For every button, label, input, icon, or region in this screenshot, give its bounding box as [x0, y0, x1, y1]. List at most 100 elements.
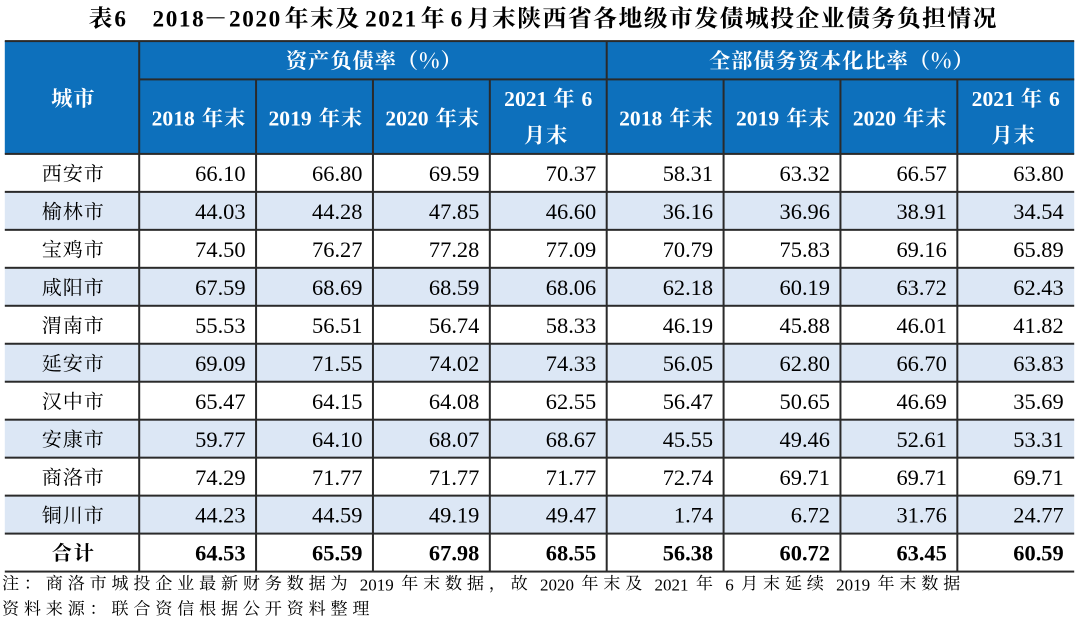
svg-text:2019: 2019	[269, 106, 312, 130]
svg-text:67.59: 67.59	[195, 275, 245, 300]
svg-text:74.33: 74.33	[546, 351, 596, 376]
svg-text:68.67: 68.67	[546, 427, 596, 452]
svg-text:66.80: 66.80	[312, 161, 362, 186]
svg-text:31.76: 31.76	[896, 503, 946, 528]
svg-text:35.69: 35.69	[1013, 389, 1063, 414]
svg-text:60.19: 60.19	[780, 275, 830, 300]
svg-text:69.71: 69.71	[896, 465, 946, 490]
svg-text:58.31: 58.31	[663, 161, 713, 186]
svg-text:2020: 2020	[385, 106, 428, 130]
svg-text:62.55: 62.55	[546, 389, 596, 414]
svg-text:2018: 2018	[153, 7, 206, 33]
svg-text:74.29: 74.29	[195, 465, 245, 490]
svg-text:2020: 2020	[540, 575, 574, 594]
svg-text:63.83: 63.83	[1013, 351, 1063, 376]
svg-text:6: 6	[582, 87, 593, 111]
svg-text:72.74: 72.74	[663, 465, 713, 490]
svg-text:55.53: 55.53	[195, 313, 245, 338]
svg-text:46.01: 46.01	[896, 313, 946, 338]
svg-text:63.45: 63.45	[896, 541, 946, 566]
svg-text:56.47: 56.47	[663, 389, 713, 414]
svg-text:77.09: 77.09	[546, 237, 596, 262]
svg-text:62.80: 62.80	[780, 351, 830, 376]
svg-text:69.71: 69.71	[780, 465, 830, 490]
svg-text:45.55: 45.55	[663, 427, 713, 452]
svg-text:63.32: 63.32	[780, 161, 830, 186]
svg-text:6.72: 6.72	[791, 503, 830, 528]
svg-text:46.60: 46.60	[546, 199, 596, 224]
svg-text:44.28: 44.28	[312, 199, 362, 224]
svg-text:6: 6	[725, 575, 734, 594]
svg-text:49.46: 49.46	[780, 427, 830, 452]
svg-text:2021: 2021	[504, 87, 547, 111]
svg-text:58.33: 58.33	[546, 313, 596, 338]
svg-text:50.65: 50.65	[780, 389, 830, 414]
svg-text:44.59: 44.59	[312, 503, 362, 528]
svg-text:74.02: 74.02	[429, 351, 479, 376]
svg-text:46.19: 46.19	[663, 313, 713, 338]
svg-text:69.09: 69.09	[195, 351, 245, 376]
svg-text:52.61: 52.61	[896, 427, 946, 452]
svg-text:49.19: 49.19	[429, 503, 479, 528]
svg-text:68.69: 68.69	[312, 275, 362, 300]
svg-text:56.05: 56.05	[663, 351, 713, 376]
svg-text:66.57: 66.57	[896, 161, 946, 186]
svg-text:53.31: 53.31	[1013, 427, 1063, 452]
svg-text:63.72: 63.72	[896, 275, 946, 300]
svg-text:69.16: 69.16	[896, 237, 946, 262]
svg-text:75.83: 75.83	[780, 237, 830, 262]
svg-text:65.59: 65.59	[312, 541, 362, 566]
svg-text:2020: 2020	[229, 7, 282, 33]
svg-text:38.91: 38.91	[896, 199, 946, 224]
svg-text:1.74: 1.74	[674, 503, 713, 528]
svg-text:24.77: 24.77	[1013, 503, 1063, 528]
svg-text:68.55: 68.55	[546, 541, 596, 566]
svg-text:41.82: 41.82	[1013, 313, 1063, 338]
svg-text:47.85: 47.85	[429, 199, 479, 224]
svg-text:2018: 2018	[619, 106, 662, 130]
svg-text:69.59: 69.59	[429, 161, 479, 186]
svg-text:76.27: 76.27	[312, 237, 362, 262]
svg-text:2019: 2019	[736, 106, 779, 130]
svg-text:71.77: 71.77	[312, 465, 362, 490]
svg-text:71.55: 71.55	[312, 351, 362, 376]
svg-text:65.89: 65.89	[1013, 237, 1063, 262]
svg-text:70.37: 70.37	[546, 161, 596, 186]
svg-text:63.80: 63.80	[1013, 161, 1063, 186]
svg-text:6: 6	[114, 7, 127, 33]
svg-text:66.10: 66.10	[195, 161, 245, 186]
svg-text:2019: 2019	[836, 575, 870, 594]
svg-text:45.88: 45.88	[780, 313, 830, 338]
svg-text:60.59: 60.59	[1013, 541, 1063, 566]
svg-text:68.07: 68.07	[429, 427, 479, 452]
svg-text:60.72: 60.72	[780, 541, 830, 566]
svg-text:62.18: 62.18	[663, 275, 713, 300]
svg-text:44.23: 44.23	[195, 503, 245, 528]
svg-text:2021: 2021	[655, 575, 689, 594]
svg-text:71.77: 71.77	[429, 465, 479, 490]
svg-text:62.43: 62.43	[1013, 275, 1063, 300]
svg-text:2021: 2021	[365, 7, 418, 33]
svg-text:56.38: 56.38	[663, 541, 713, 566]
svg-text:36.16: 36.16	[663, 199, 713, 224]
svg-text:74.50: 74.50	[195, 237, 245, 262]
svg-text:70.79: 70.79	[663, 237, 713, 262]
svg-text:2020: 2020	[853, 106, 896, 130]
svg-text:56.51: 56.51	[312, 313, 362, 338]
svg-text:65.47: 65.47	[195, 389, 245, 414]
svg-text:64.10: 64.10	[312, 427, 362, 452]
svg-text:59.77: 59.77	[195, 427, 245, 452]
svg-text:2019: 2019	[360, 575, 394, 594]
svg-text:77.28: 77.28	[429, 237, 479, 262]
svg-text:2018: 2018	[152, 106, 195, 130]
svg-text:56.74: 56.74	[429, 313, 479, 338]
svg-text:67.98: 67.98	[429, 541, 479, 566]
svg-text:46.69: 46.69	[896, 389, 946, 414]
svg-text:64.08: 64.08	[429, 389, 479, 414]
svg-text:6: 6	[451, 7, 464, 33]
svg-text:64.15: 64.15	[312, 389, 362, 414]
svg-text:34.54: 34.54	[1013, 199, 1063, 224]
svg-text:69.71: 69.71	[1013, 465, 1063, 490]
svg-text:44.03: 44.03	[195, 199, 245, 224]
svg-text:66.70: 66.70	[896, 351, 946, 376]
